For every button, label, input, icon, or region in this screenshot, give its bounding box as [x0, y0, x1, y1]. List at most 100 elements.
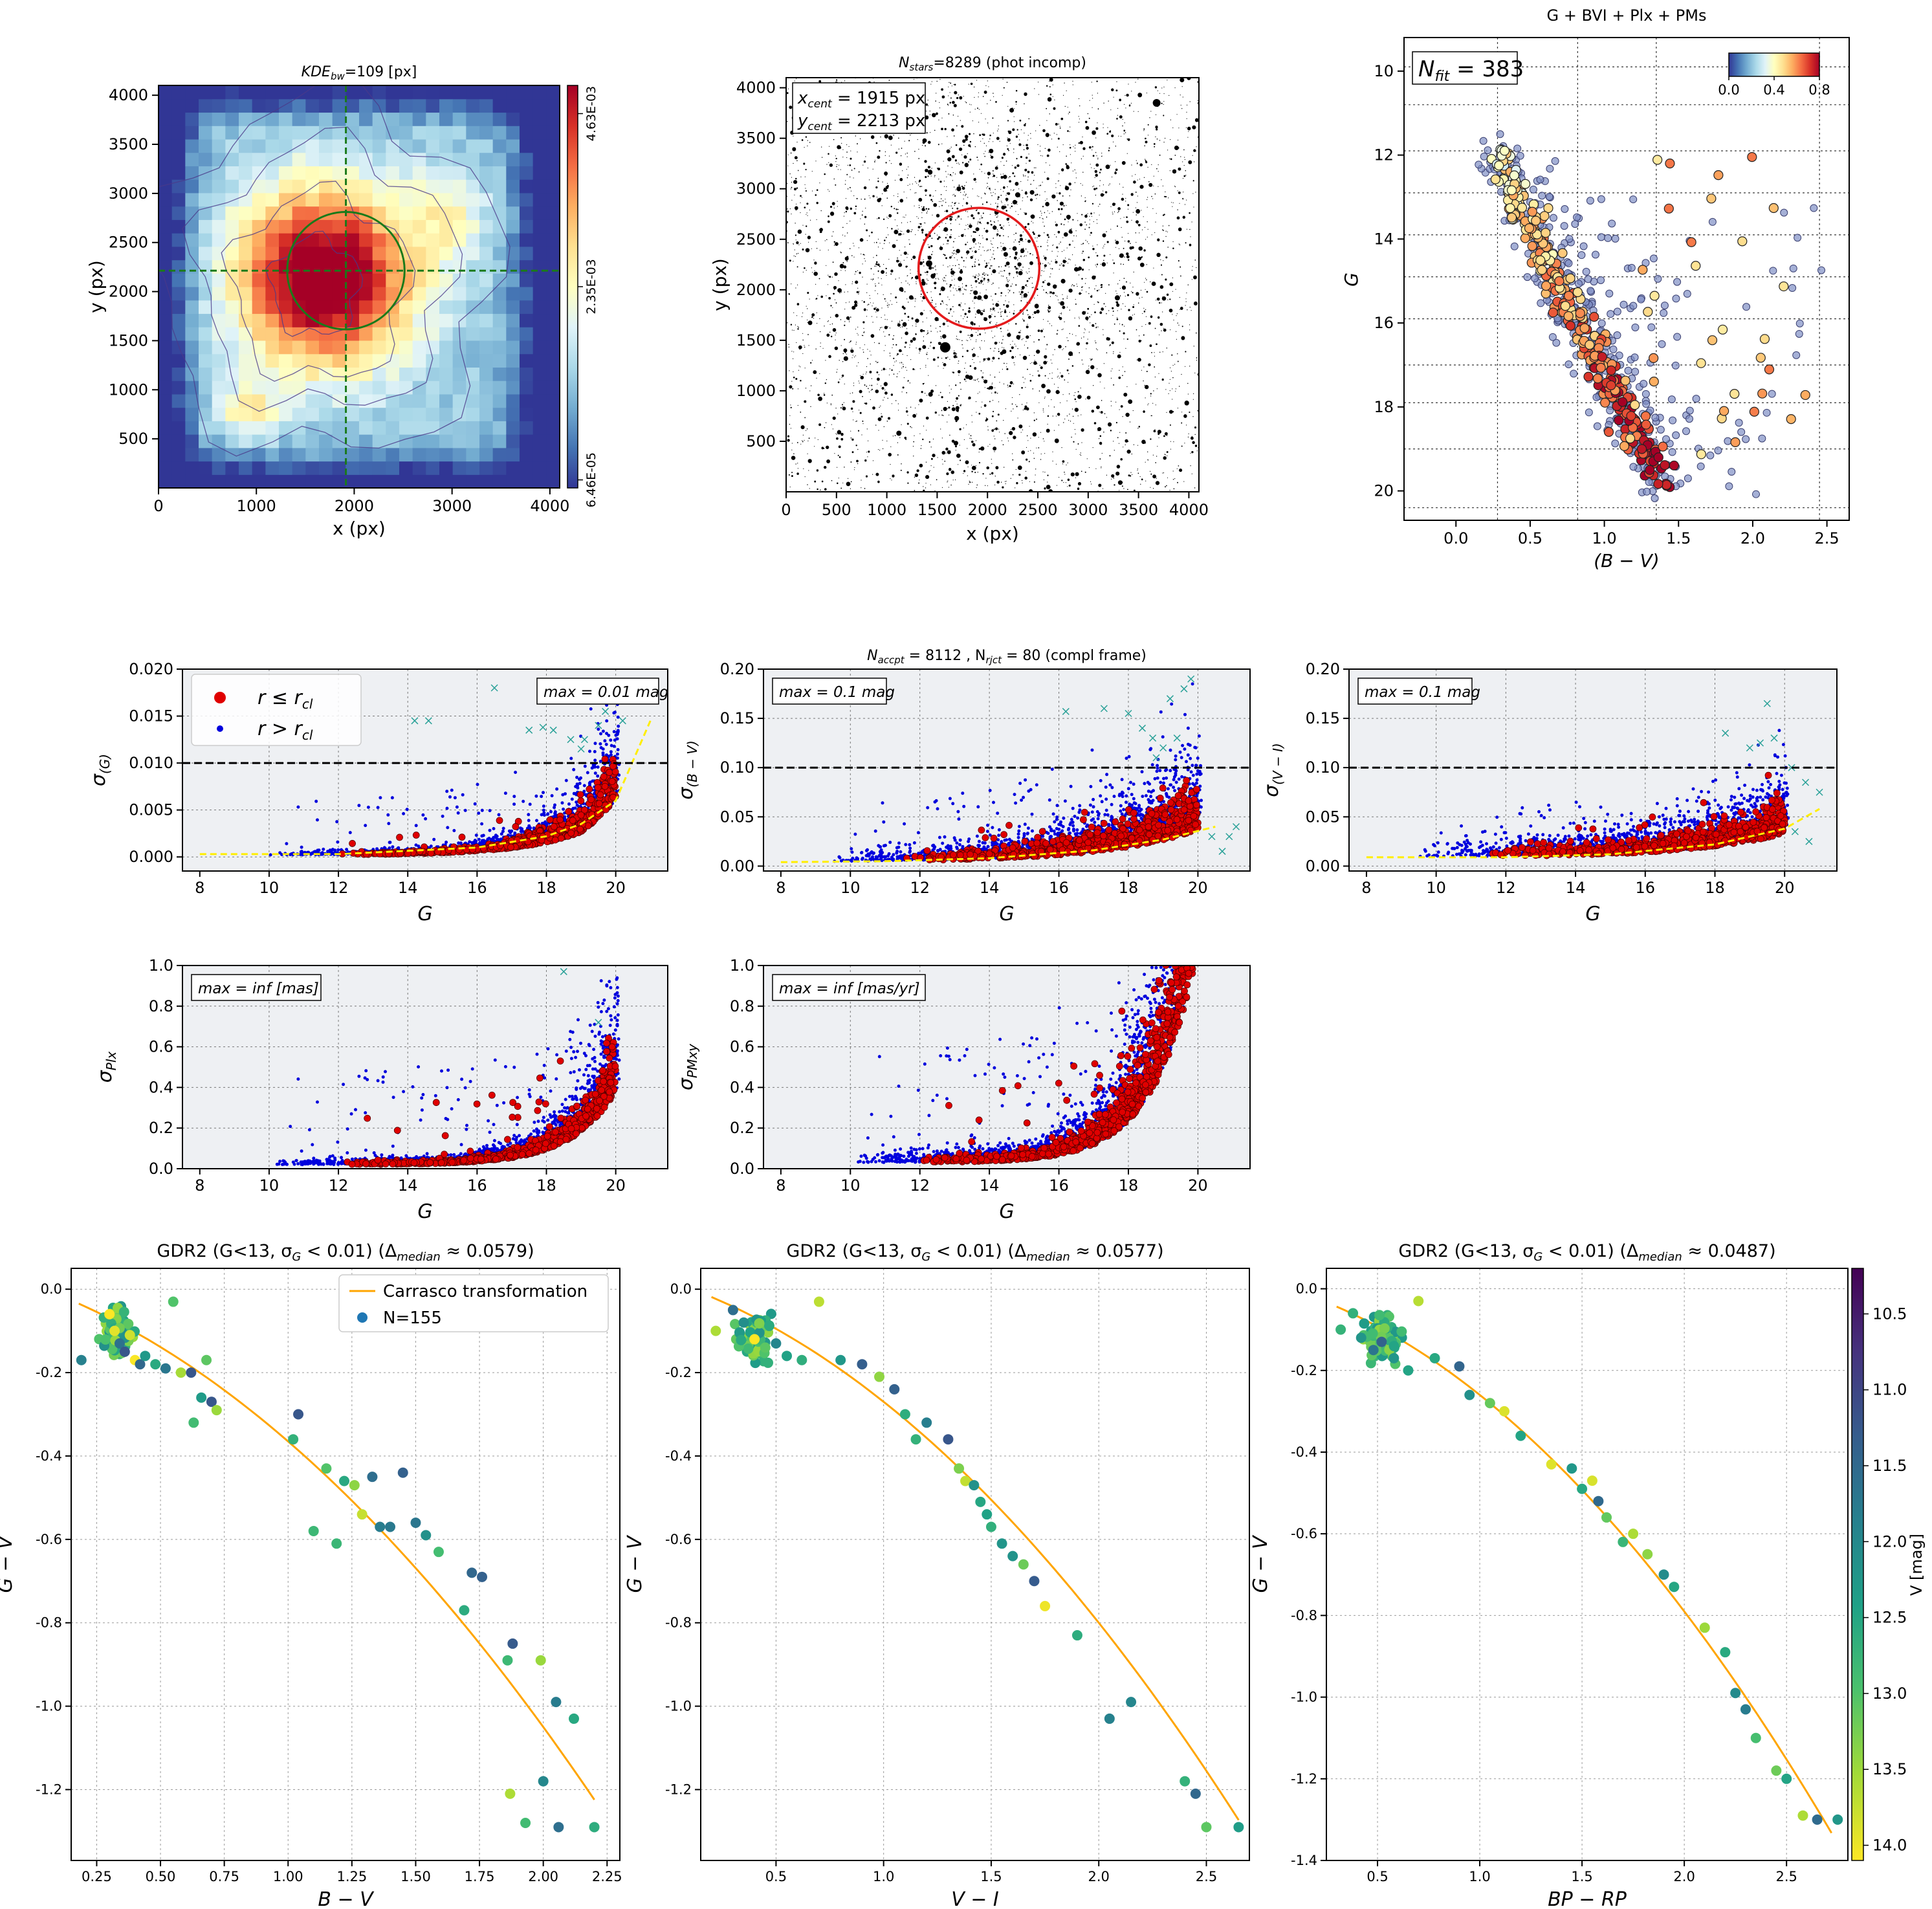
- sigPlx-member-point: [467, 1154, 474, 1162]
- sigVI-rejected-marker: [1791, 828, 1799, 835]
- kde-cell: [439, 192, 454, 207]
- cmd-member-point: [1649, 291, 1660, 301]
- kde-cell: [305, 461, 320, 475]
- kde-cell: [359, 166, 373, 180]
- cmd-field-point: [1579, 242, 1588, 250]
- kde-cell: [479, 407, 494, 421]
- kde-cell: [532, 273, 547, 287]
- kde-cell: [346, 393, 360, 408]
- cmd-member-point: [1636, 444, 1647, 454]
- kde-cell: [199, 393, 213, 408]
- kde-cell: [466, 393, 480, 408]
- cmd-xlabel: (B − V): [1594, 550, 1659, 571]
- sigG-member-point: [576, 791, 584, 799]
- kde-cell: [199, 300, 213, 314]
- kde-cell: [185, 219, 199, 234]
- kde-cell: [171, 393, 186, 408]
- kde-cell: [319, 474, 333, 488]
- cmd-ylabel: G: [1341, 272, 1362, 287]
- sigPlx-member-point: [532, 1146, 540, 1154]
- kde-cell: [292, 461, 306, 475]
- sigVI-member-point: [1605, 836, 1612, 844]
- kde-cell: [359, 367, 373, 381]
- sigVI-frame: [1348, 668, 1838, 872]
- kde-cell: [546, 152, 560, 166]
- kde-cell: [372, 152, 386, 166]
- kde-cell: [439, 474, 454, 488]
- kde-cell: [479, 152, 494, 166]
- cmd-field-point: [1591, 250, 1599, 259]
- stars-ytick-label: 2000: [736, 281, 776, 299]
- kde-cell: [426, 393, 440, 408]
- kde-cell: [265, 192, 280, 207]
- cmd-member-point: [1641, 419, 1651, 430]
- kde-cell: [359, 287, 373, 301]
- sigBV-xtick-label: 10: [840, 879, 861, 897]
- sigG-frame: [182, 668, 668, 872]
- kde-cell: [546, 381, 560, 395]
- kde-cell: [199, 219, 213, 234]
- kde-cell: [479, 179, 494, 193]
- kde-cell: [426, 85, 440, 100]
- kde-cell: [359, 327, 373, 341]
- kde-cell: [212, 98, 226, 113]
- kde-cell: [252, 166, 266, 180]
- sigPlx-member-point: [596, 1097, 603, 1105]
- kde-cell: [239, 219, 253, 234]
- sigBV-xtick-label: 12: [910, 879, 930, 897]
- kde-cell: [532, 434, 547, 448]
- sigVI-member-point: [1750, 819, 1757, 826]
- cmd-member-point: [1505, 203, 1515, 214]
- kde-cell: [185, 327, 199, 341]
- kde-cell: [532, 340, 547, 355]
- cmd-field-point: [1561, 204, 1569, 213]
- stars-ytick-label: 3000: [736, 180, 776, 198]
- kde-cell: [279, 287, 293, 301]
- cmd-member-point: [1548, 307, 1558, 318]
- kde-cell: [386, 152, 400, 166]
- cmd-member-point: [1669, 460, 1679, 470]
- sigBV-rejected-marker: [1187, 675, 1195, 683]
- kde-cell: [439, 233, 454, 247]
- kde-cell: [319, 179, 333, 193]
- stars-xtick-label: 1000: [867, 501, 906, 519]
- cmd-member-point: [1579, 323, 1590, 333]
- sigG-rejected-marker: [549, 726, 557, 734]
- kde-cell: [265, 287, 280, 301]
- sigBV-title-title_main1: N: [867, 648, 877, 664]
- kde-cell: [292, 273, 306, 287]
- kde-cell: [185, 313, 199, 327]
- sigPlx-member-point: [573, 1102, 580, 1110]
- sigBV-member-point: [1187, 826, 1194, 834]
- kde-cell: [212, 152, 226, 166]
- kde-cell: [372, 287, 386, 301]
- kde-cell: [492, 474, 507, 488]
- kde-cell: [279, 421, 293, 435]
- kde-cell: [319, 367, 333, 381]
- kde-cell: [359, 138, 373, 153]
- sigPlx-member-point: [410, 1159, 418, 1167]
- sigPM-member-point: [1178, 920, 1184, 927]
- sigBV-member-point: [1180, 806, 1188, 813]
- kde-cell: [412, 421, 426, 435]
- cmd-member-point: [1537, 265, 1547, 275]
- kde-cell: [332, 233, 346, 247]
- kde-cell: [452, 461, 467, 475]
- kde-cell: [506, 179, 520, 193]
- sigVI-ylabel-sub: (V − I): [1270, 743, 1286, 785]
- kde-cell: [225, 474, 239, 488]
- cmd-member-point: [1768, 203, 1779, 214]
- kde-cell: [466, 313, 480, 327]
- cmd-field-point: [1585, 408, 1593, 417]
- cmd-field-point: [1654, 274, 1662, 283]
- kde-cell: [185, 474, 199, 488]
- sigBV-member-point: [1164, 826, 1172, 834]
- cmd-field-point: [1564, 259, 1573, 267]
- sigPlx-xtick-label: 14: [398, 1176, 418, 1195]
- kde-cell: [439, 287, 454, 301]
- cmd-member-point: [1620, 375, 1630, 386]
- cmd-member-point: [1543, 203, 1553, 214]
- kde-cell: [185, 434, 199, 448]
